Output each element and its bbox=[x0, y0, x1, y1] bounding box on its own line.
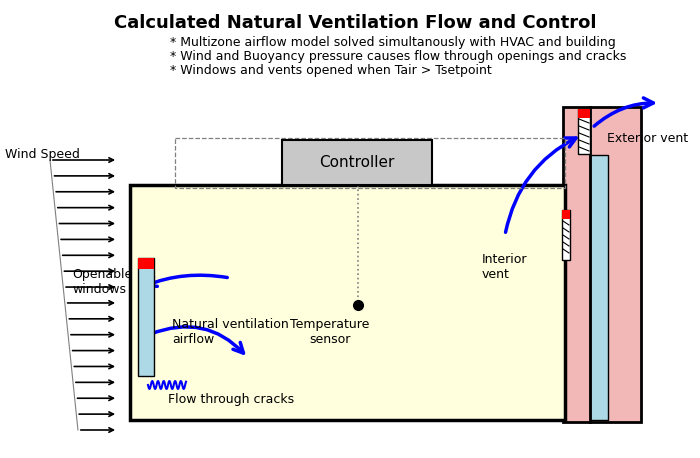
Bar bbox=[130, 185, 565, 420]
Text: Exterior vent: Exterior vent bbox=[607, 132, 688, 145]
Text: Flow through cracks: Flow through cracks bbox=[168, 393, 294, 406]
Text: Wind Speed: Wind Speed bbox=[5, 148, 80, 161]
Text: * Wind and Buoyancy pressure causes flow through openings and cracks: * Wind and Buoyancy pressure causes flow… bbox=[170, 50, 626, 63]
Text: Natural ventilation
airflow: Natural ventilation airflow bbox=[172, 318, 288, 346]
Text: Temperature
sensor: Temperature sensor bbox=[290, 318, 370, 346]
Text: Interior
vent: Interior vent bbox=[482, 253, 528, 281]
Bar bbox=[578, 109, 590, 118]
Text: * Windows and vents opened when Tair > Tsetpoint: * Windows and vents opened when Tair > T… bbox=[170, 64, 491, 77]
Text: * Multizone airflow model solved simultanously with HVAC and building: * Multizone airflow model solved simulta… bbox=[170, 36, 616, 49]
Text: Calculated Natural Ventilation Flow and Control: Calculated Natural Ventilation Flow and … bbox=[113, 14, 596, 32]
Bar bbox=[563, 107, 641, 422]
Bar bbox=[138, 258, 154, 376]
Bar bbox=[590, 155, 608, 420]
Bar bbox=[578, 109, 590, 154]
Bar bbox=[138, 258, 154, 269]
Text: Controller: Controller bbox=[319, 155, 395, 170]
Bar bbox=[562, 210, 570, 260]
Bar bbox=[282, 140, 432, 185]
Bar bbox=[562, 210, 570, 219]
Bar bbox=[175, 138, 565, 188]
Text: Openable
windows: Openable windows bbox=[72, 268, 132, 296]
